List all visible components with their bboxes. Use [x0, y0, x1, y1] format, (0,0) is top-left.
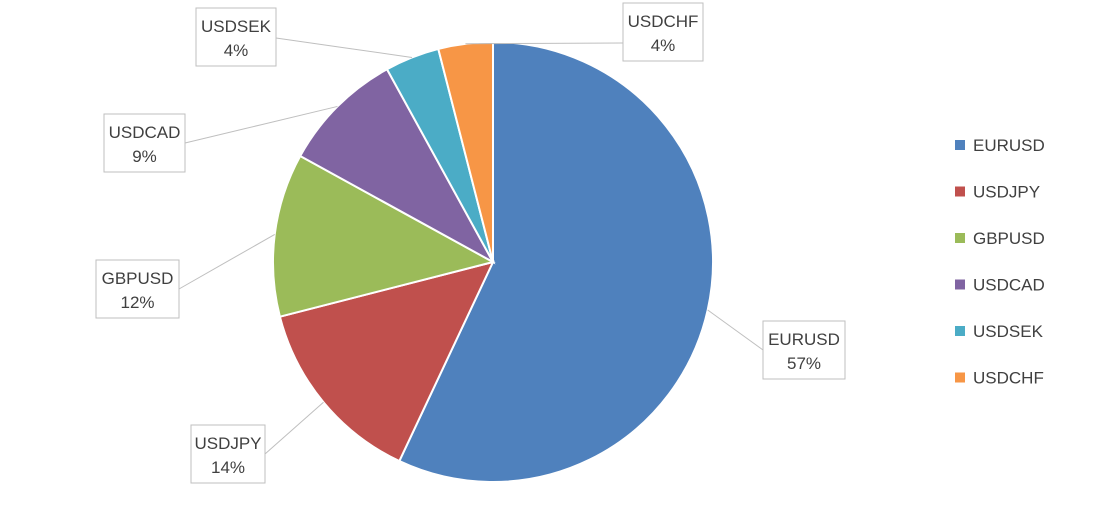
callout-percent-usdsek: 4%: [224, 41, 249, 60]
callout-percent-usdchf: 4%: [651, 36, 676, 55]
callout-box-usdcad: [103, 113, 186, 173]
label-leader-lines: [178, 37, 764, 455]
legend-label-usdchf: USDCHF: [973, 369, 1044, 388]
leader-line-eurusd: [707, 309, 764, 351]
callout-box-usdsek: [195, 7, 277, 67]
legend-swatch-gbpusd: [955, 233, 965, 243]
legend-label-gbpusd: GBPUSD: [973, 229, 1045, 248]
leader-line-usdchf: [465, 42, 624, 45]
leader-line-usdcad: [184, 105, 338, 144]
slice-usdcad: [298, 67, 496, 265]
callout-category-usdsek: USDSEK: [201, 17, 272, 36]
callout-box-usdjpy: [190, 424, 266, 484]
callout-category-usdjpy: USDJPY: [194, 434, 261, 453]
leader-line-usdsek: [275, 37, 413, 58]
callout-percent-eurusd: 57%: [787, 354, 821, 373]
leader-line-usdjpy: [264, 401, 324, 455]
legend-swatch-usdcad: [955, 279, 965, 290]
callout-percent-gbpusd: 12%: [120, 293, 154, 312]
pie-slices: [272, 40, 714, 483]
callout-box-gbpusd: [95, 259, 180, 319]
legend-label-usdsek: USDSEK: [973, 322, 1044, 341]
chart-legend: EURUSD USDJPY GBPUSD USDCAD USDSEK USDCHF: [955, 136, 1045, 388]
leader-line-gbpusd: [178, 233, 275, 290]
legend-label-usdjpy: USDJPY: [973, 183, 1040, 202]
callout-box-eurusd: [762, 320, 846, 380]
legend-label-eurusd: EURUSD: [973, 136, 1045, 155]
callout-percent-usdcad: 9%: [132, 147, 157, 166]
slice-usdjpy: [278, 260, 495, 463]
legend-swatch-eurusd: [955, 140, 965, 150]
legend-swatch-usdchf: [955, 372, 965, 383]
legend-label-usdcad: USDCAD: [973, 276, 1045, 295]
legend-swatch-usdsek: [955, 326, 965, 336]
callout-category-usdchf: USDCHF: [628, 12, 699, 31]
slice-gbpusd: [272, 154, 496, 318]
callout-box-usdchf: [622, 2, 704, 62]
data-label-callouts: EURUSD 57% USDJPY 14% GBPUSD 12% USDCAD 9% USDSE…: [95, 2, 846, 484]
legend-swatch-usdjpy: [955, 186, 965, 197]
callout-category-eurusd: EURUSD: [768, 330, 840, 349]
callout-percent-usdjpy: 14%: [211, 458, 245, 477]
callout-category-gbpusd: GBPUSD: [102, 269, 174, 288]
callout-category-usdcad: USDCAD: [109, 123, 181, 142]
